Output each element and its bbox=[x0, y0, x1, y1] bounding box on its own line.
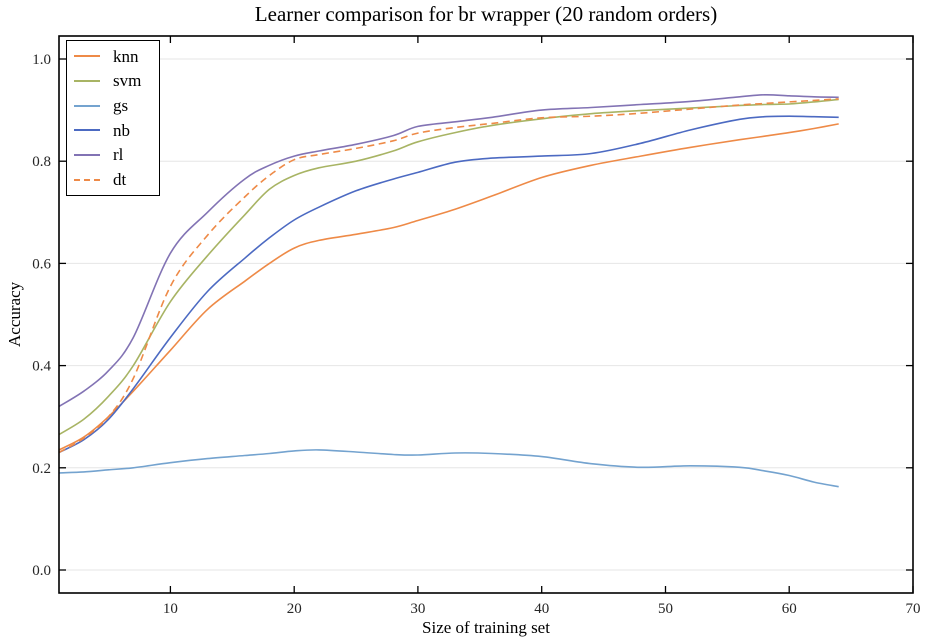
legend-label-dt: dt bbox=[113, 170, 127, 190]
legend-line-sample-svm bbox=[74, 79, 100, 82]
series-line-svm bbox=[58, 98, 839, 436]
legend-entry-rl: rl bbox=[74, 143, 159, 167]
gridlines bbox=[59, 58, 913, 571]
chart-title: Learner comparison for br wrapper (20 ra… bbox=[254, 2, 718, 26]
legend-entry-gs: gs bbox=[74, 94, 159, 118]
series-line-dt bbox=[58, 98, 839, 454]
x-tick-label-20: 20 bbox=[287, 601, 302, 617]
series-lines bbox=[58, 93, 839, 488]
tick-marks bbox=[59, 36, 914, 593]
y-axis-label: Accuracy bbox=[5, 281, 24, 348]
y-tick-label-0.2: 0.2 bbox=[32, 461, 51, 477]
legend: knn svm gs nb rl dt bbox=[66, 40, 160, 196]
legend-label-rl: rl bbox=[113, 145, 124, 165]
series-line-rl bbox=[58, 93, 839, 408]
legend-line-sample-knn bbox=[74, 55, 100, 58]
x-tick-label-40: 40 bbox=[534, 601, 549, 617]
legend-line-sample-rl bbox=[74, 153, 100, 156]
legend-line-sample-gs bbox=[74, 104, 100, 107]
series-line-knn bbox=[58, 123, 839, 451]
x-tick-labels: 10 20 30 40 50 60 70 bbox=[163, 601, 921, 617]
legend-label-nb: nb bbox=[113, 120, 130, 140]
legend-label-knn: knn bbox=[113, 46, 139, 66]
y-tick-label-1.0: 1.0 bbox=[32, 52, 51, 68]
legend-label-gs: gs bbox=[113, 96, 129, 116]
legend-entry-nb: nb bbox=[74, 118, 159, 142]
series-line-nb bbox=[58, 115, 839, 454]
series-line-gs bbox=[58, 449, 839, 488]
x-tick-label-60: 60 bbox=[782, 601, 797, 617]
x-tick-label-30: 30 bbox=[410, 601, 425, 617]
axes-spines bbox=[58, 35, 914, 594]
x-tick-label-50: 50 bbox=[658, 601, 673, 617]
y-tick-label-0.0: 0.0 bbox=[32, 563, 51, 579]
legend-entry-knn: knn bbox=[74, 44, 159, 68]
x-tick-label-10: 10 bbox=[163, 601, 178, 617]
legend-entry-svm: svm bbox=[74, 69, 159, 93]
y-tick-label-0.4: 0.4 bbox=[32, 359, 51, 375]
y-tick-label-0.6: 0.6 bbox=[32, 256, 51, 272]
legend-label-svm: svm bbox=[113, 71, 142, 91]
legend-line-sample-nb bbox=[74, 129, 100, 132]
legend-line-sample-dt bbox=[74, 178, 100, 181]
legend-entry-dt: dt bbox=[74, 168, 159, 192]
x-tick-label-70: 70 bbox=[906, 601, 921, 617]
x-axis-label: Size of training set bbox=[422, 618, 550, 637]
y-tick-labels: 0.0 0.2 0.4 0.6 0.8 1.0 bbox=[32, 52, 51, 579]
y-tick-label-0.8: 0.8 bbox=[32, 154, 51, 170]
